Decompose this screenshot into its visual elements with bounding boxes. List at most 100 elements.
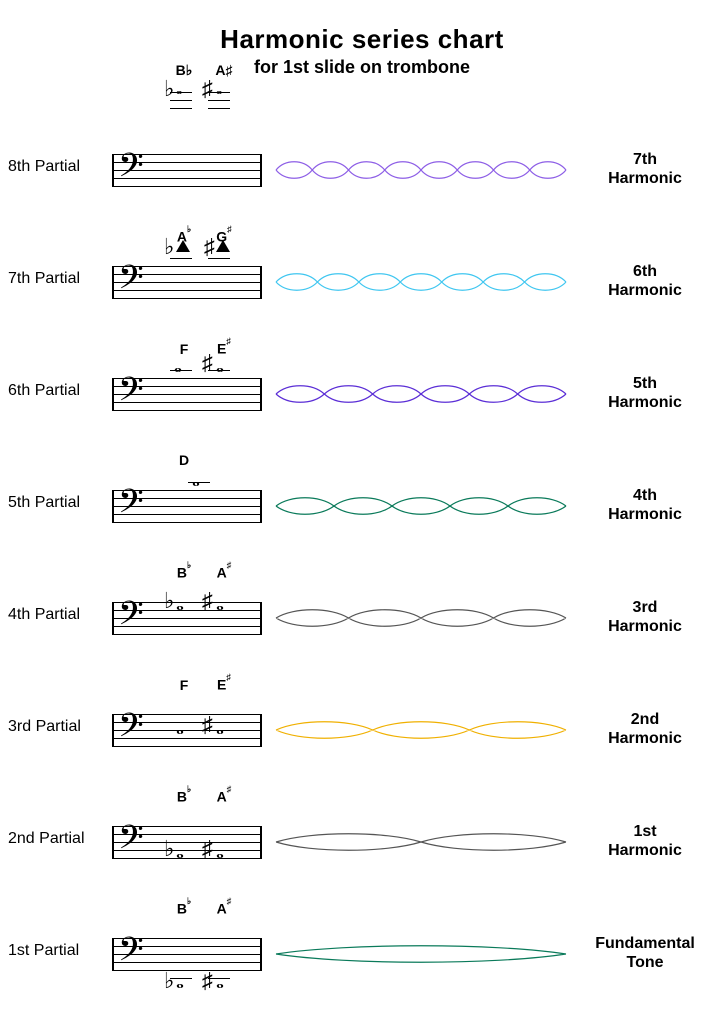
bass-clef-icon: 𝄢 — [118, 262, 144, 302]
standing-wave — [276, 826, 566, 858]
triangle-note-icon — [216, 240, 230, 252]
title-main: Harmonic series chart — [0, 24, 724, 55]
flat-accidental-icon: ♭ — [164, 838, 174, 860]
harmonic-row: 1st Partial B♭ A♯ 𝄢 ♭𝅝♯𝅝 FundamentalTone — [0, 894, 724, 1006]
partial-label: 8th Partial — [8, 158, 80, 176]
whole-note-icon: 𝅝 — [216, 718, 222, 738]
harmonic-label: 6thHarmonic — [580, 262, 710, 300]
barline — [260, 378, 262, 410]
whole-note-icon: 𝅝 — [216, 356, 222, 376]
ledger-line — [170, 108, 192, 109]
whole-note-icon: 𝅝 — [176, 842, 182, 862]
bass-clef-icon: 𝄢 — [118, 374, 144, 414]
standing-wave — [276, 154, 566, 186]
standing-wave — [276, 938, 566, 970]
barline — [260, 602, 262, 634]
note-label: F — [166, 341, 202, 357]
staff: 𝄢 — [112, 110, 262, 222]
staff: B♭ A♯ 𝄢 ♭𝅝♯𝅝 — [112, 782, 262, 894]
harmonic-label: 1stHarmonic — [580, 822, 710, 860]
standing-wave — [276, 490, 566, 522]
barline — [112, 378, 114, 410]
harmonic-label: 3rdHarmonic — [580, 598, 710, 636]
bass-clef-icon: 𝄢 — [118, 822, 144, 862]
note-label: A♯ — [206, 564, 242, 581]
harmonic-label: 5thHarmonic — [580, 374, 710, 412]
partial-label: 4th Partial — [8, 606, 80, 624]
barline — [112, 490, 114, 522]
harmonic-label: 2ndHarmonic — [580, 710, 710, 748]
harmonic-row: 3rd Partial F E♯ 𝄢 𝅝♯𝅝 2ndHarmonic — [0, 670, 724, 782]
ledger-line — [208, 108, 230, 109]
barline — [112, 826, 114, 858]
ledger-line — [208, 100, 230, 101]
partial-label: 5th Partial — [8, 494, 80, 512]
whole-note-icon: 𝅝 — [216, 972, 222, 992]
note-label: D — [166, 452, 202, 468]
top-notation: B♭ A♯ ♭ 𝅝 ♯ 𝅝 — [112, 64, 262, 110]
note-label: A♯ — [206, 788, 242, 805]
harmonic-label: 7thHarmonic — [580, 150, 710, 188]
barline — [112, 154, 114, 186]
whole-note-icon: 𝅝 — [174, 356, 180, 376]
note-label: B♭ — [166, 564, 202, 581]
harmonic-row: 7th Partial A♭ G♯ 𝄢 ♭♯ 6thHarmonic — [0, 222, 724, 334]
barline — [260, 266, 262, 298]
sharp-accidental-icon: ♯ — [202, 838, 213, 860]
flat-accidental-icon: ♭ — [164, 236, 174, 258]
barline — [112, 938, 114, 970]
harmonic-row: 5th Partial D 𝄢 𝅝 4thHarmonic — [0, 446, 724, 558]
sharp-accidental-icon: ♯ — [202, 590, 213, 612]
note-label: E♯ — [206, 676, 242, 693]
bass-clef-icon: 𝄢 — [118, 934, 144, 974]
harmonic-row: 6th Partial F E♯ 𝄢 𝅝♯𝅝 5thHarmonic — [0, 334, 724, 446]
harmonic-row: 4th Partial B♭ A♯ 𝄢 ♭𝅝♯𝅝 3rdHarmonic — [0, 558, 724, 670]
whole-note-icon: 𝅝 — [176, 594, 182, 614]
sharp-accidental-icon: ♯ — [202, 970, 213, 992]
whole-note-icon: 𝅝 — [216, 594, 222, 614]
barline — [112, 266, 114, 298]
title-sub: for 1st slide on trombone — [0, 57, 724, 78]
note-label: F — [166, 677, 202, 693]
whole-note-icon: 𝅝 — [216, 842, 222, 862]
partial-label: 7th Partial — [8, 270, 80, 288]
staff: A♭ G♯ 𝄢 ♭♯ — [112, 222, 262, 334]
flat-accidental-icon: ♭ — [164, 590, 174, 612]
harmonic-row: 2nd Partial B♭ A♯ 𝄢 ♭𝅝♯𝅝 1stHarmonic — [0, 782, 724, 894]
bass-clef-icon: 𝄢 — [118, 598, 144, 638]
whole-note-icon: 𝅝 — [176, 82, 180, 98]
whole-note-icon: 𝅝 — [176, 718, 182, 738]
ledger-line — [170, 92, 192, 93]
staff: D 𝄢 𝅝 — [112, 446, 262, 558]
standing-wave — [276, 266, 566, 298]
whole-note-icon: 𝅝 — [216, 82, 220, 98]
flat-accidental-icon: ♭ — [164, 78, 174, 100]
barline — [260, 714, 262, 746]
staff: F E♯ 𝄢 𝅝♯𝅝 — [112, 334, 262, 446]
sharp-accidental-icon: ♯ — [202, 714, 213, 736]
staff: B♭ A♯ 𝄢 ♭𝅝♯𝅝 — [112, 894, 262, 1006]
sharp-accidental-icon: ♯ — [202, 352, 213, 374]
bass-clef-icon: 𝄢 — [118, 486, 144, 526]
ledger-line — [170, 100, 192, 101]
chart-title: Harmonic series chart for 1st slide on t… — [0, 24, 724, 78]
barline — [112, 602, 114, 634]
triangle-note-icon — [176, 240, 190, 252]
note-label: B♭ — [166, 900, 202, 917]
note-label: B♭ — [166, 788, 202, 805]
barline — [112, 714, 114, 746]
bass-clef-icon: 𝄢 — [118, 710, 144, 750]
standing-wave — [276, 714, 566, 746]
whole-note-icon: 𝅝 — [176, 972, 182, 992]
harmonic-rows: 8th Partial 𝄢 7thHarmonic 7th Partial A♭… — [0, 110, 724, 1006]
bass-clef-icon: 𝄢 — [118, 150, 144, 190]
barline — [260, 490, 262, 522]
harmonic-label: 4thHarmonic — [580, 486, 710, 524]
sharp-accidental-icon: ♯ — [202, 78, 213, 100]
staff: B♭ A♯ 𝄢 ♭𝅝♯𝅝 — [112, 558, 262, 670]
harmonic-row: 8th Partial 𝄢 7thHarmonic — [0, 110, 724, 222]
standing-wave — [276, 378, 566, 410]
note-label: A♯ — [206, 900, 242, 917]
sharp-accidental-icon: ♯ — [204, 236, 215, 258]
whole-note-icon: 𝅝 — [192, 470, 198, 490]
